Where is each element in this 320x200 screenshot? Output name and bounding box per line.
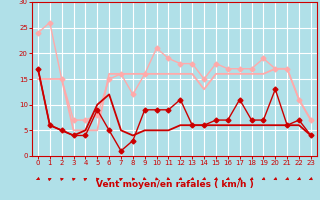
X-axis label: Vent moyen/en rafales ( km/h ): Vent moyen/en rafales ( km/h ) xyxy=(96,180,253,189)
